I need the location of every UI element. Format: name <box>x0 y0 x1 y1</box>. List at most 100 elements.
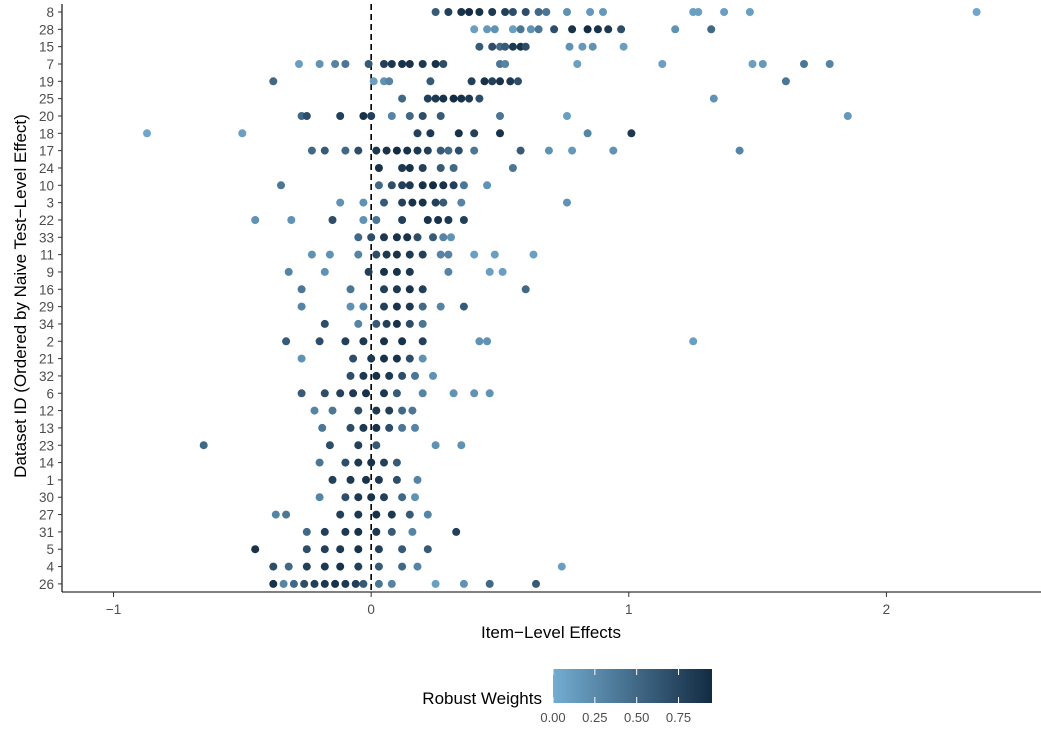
y-tick-label: 31 <box>39 525 54 540</box>
data-point <box>436 164 445 172</box>
data-point <box>341 60 350 68</box>
data-point <box>315 337 324 346</box>
data-point <box>307 146 316 155</box>
data-point <box>457 94 466 103</box>
data-point <box>354 441 363 450</box>
data-point <box>336 198 345 207</box>
data-point <box>408 198 417 207</box>
data-point <box>380 302 388 311</box>
data-point <box>408 406 417 415</box>
data-point <box>398 164 407 172</box>
data-point <box>429 181 437 190</box>
data-point <box>271 510 280 519</box>
data-point <box>436 146 445 155</box>
data-point <box>359 302 368 311</box>
data-point <box>359 337 368 346</box>
data-point <box>405 302 414 311</box>
data-point <box>508 8 517 16</box>
data-point <box>490 25 499 34</box>
data-point <box>671 25 680 34</box>
data-point <box>387 579 396 588</box>
y-tick-label: 10 <box>39 178 54 193</box>
data-point <box>354 319 363 328</box>
data-point <box>563 112 571 120</box>
data-point <box>508 25 517 34</box>
data-point <box>398 94 407 103</box>
data-point <box>449 164 458 172</box>
data-point <box>426 129 435 138</box>
data-point <box>423 216 432 224</box>
data-point <box>385 406 394 415</box>
y-tick-label: 33 <box>39 230 54 245</box>
y-tick-label: 30 <box>39 490 54 505</box>
y-tick-label: 22 <box>39 213 54 228</box>
data-point <box>405 60 414 68</box>
data-point <box>315 458 324 467</box>
data-point <box>297 302 306 311</box>
data-point <box>418 112 427 120</box>
data-point <box>372 406 381 415</box>
data-point <box>328 216 337 224</box>
data-point <box>488 77 497 86</box>
data-point <box>490 250 499 259</box>
data-point <box>354 545 363 554</box>
data-point <box>485 267 494 276</box>
data-point <box>423 94 432 103</box>
data-point <box>297 389 306 398</box>
data-point <box>485 389 494 398</box>
y-tick-label: 5 <box>46 542 54 557</box>
data-point <box>238 129 247 138</box>
data-point <box>418 198 427 207</box>
y-tick-label: 13 <box>39 421 54 436</box>
data-point <box>380 354 388 363</box>
data-point <box>372 423 381 432</box>
data-point <box>411 493 419 502</box>
data-point <box>431 198 440 207</box>
data-point <box>349 354 358 363</box>
data-point <box>475 94 484 103</box>
data-point <box>431 8 440 16</box>
data-point <box>315 60 324 68</box>
data-point <box>426 77 435 86</box>
data-point <box>735 146 744 155</box>
data-point <box>439 94 448 103</box>
data-point <box>282 510 291 519</box>
data-point <box>315 493 324 502</box>
data-point <box>405 285 414 294</box>
data-point <box>413 475 422 484</box>
data-point <box>578 42 587 51</box>
data-point <box>341 458 350 467</box>
data-point <box>336 389 345 398</box>
data-point <box>526 25 535 34</box>
data-point <box>387 527 396 536</box>
data-point <box>544 146 553 155</box>
data-point <box>689 337 698 346</box>
y-tick-label: 2 <box>46 334 54 349</box>
y-tick-label: 34 <box>39 317 55 332</box>
data-point <box>408 527 417 536</box>
data-point <box>516 146 525 155</box>
data-point <box>465 8 474 16</box>
data-point <box>418 164 427 172</box>
data-point <box>392 250 401 259</box>
data-point <box>658 60 667 68</box>
data-point <box>475 337 484 346</box>
data-point <box>346 423 355 432</box>
data-point <box>457 198 466 207</box>
data-point <box>346 371 355 380</box>
y-tick-label: 20 <box>39 109 54 124</box>
data-point <box>444 8 453 16</box>
data-point <box>374 562 383 571</box>
data-point <box>382 250 391 259</box>
data-point <box>297 285 306 294</box>
data-point <box>354 562 363 571</box>
x-tick-label: −1 <box>106 602 121 617</box>
data-point <box>444 250 453 259</box>
data-point <box>359 216 368 224</box>
plot-area <box>143 4 981 592</box>
legend-title: Robust Weights <box>422 689 542 708</box>
data-point <box>568 25 577 34</box>
data-point <box>436 112 445 120</box>
legend-colorbar <box>553 669 712 703</box>
